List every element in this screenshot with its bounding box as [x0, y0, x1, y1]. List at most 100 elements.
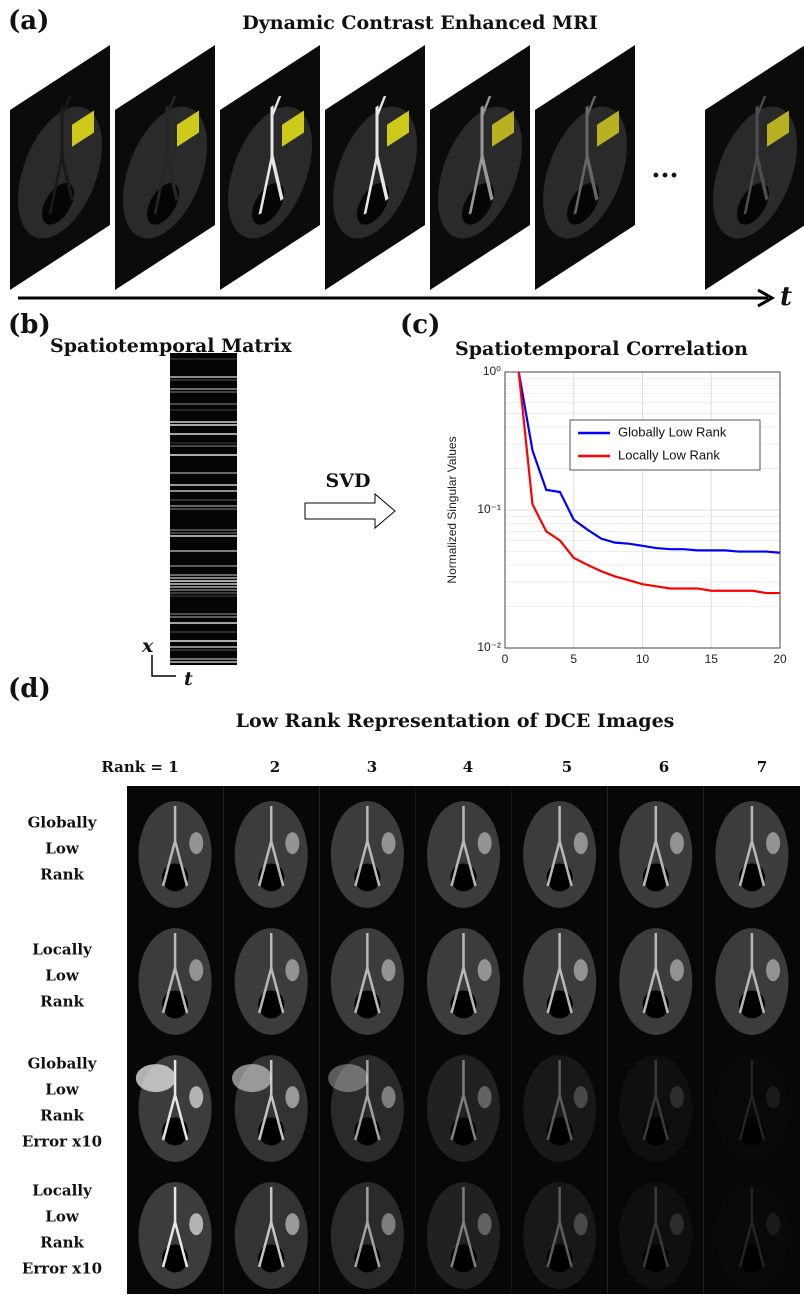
tile-organ — [450, 863, 477, 892]
tile-kidney — [381, 1213, 396, 1236]
tile-body — [426, 801, 501, 908]
tile-kidney — [669, 832, 684, 855]
matrix-row — [170, 391, 237, 393]
tile-body — [715, 1055, 789, 1162]
matrix-row — [170, 433, 237, 435]
matrix-row — [170, 490, 237, 492]
tile-organ — [258, 1244, 285, 1273]
vessel — [468, 95, 494, 215]
panel-title: Spatiotemporal Correlation — [455, 338, 748, 360]
y-tick-label: 10⁻¹ — [477, 502, 501, 516]
matrix-row — [170, 379, 237, 381]
t-axis-label: t — [184, 668, 193, 690]
panel-label: (d) — [8, 674, 51, 704]
tile-vessel — [642, 1060, 669, 1141]
tile-organ — [354, 990, 381, 1019]
matrix-row — [170, 358, 237, 360]
svd-label: SVD — [326, 470, 371, 492]
tile-kidney — [189, 1213, 204, 1236]
matrix-row — [170, 421, 237, 423]
vessel — [573, 95, 599, 215]
tile-kidney — [477, 1213, 492, 1236]
time-arrow-head — [757, 288, 776, 308]
tile-vessel — [354, 806, 381, 887]
roi — [767, 110, 789, 147]
mri-tile — [703, 786, 800, 913]
mri-tile — [607, 913, 704, 1040]
tile-organ — [162, 990, 189, 1019]
tile-organ — [258, 1117, 285, 1146]
tile-kidney — [766, 1213, 781, 1236]
x-axis-label: x — [141, 635, 154, 657]
panel-title: Spatiotemporal Matrix — [50, 335, 292, 357]
tile-body — [138, 928, 212, 1035]
matrix-row — [170, 532, 237, 534]
tile-kidney — [189, 959, 204, 982]
tile-kidney — [669, 959, 684, 982]
rank-label: 2 — [270, 758, 280, 776]
mri-tile — [703, 1040, 800, 1167]
mri-tile — [223, 913, 320, 1040]
organ — [357, 183, 389, 225]
mri-frame — [220, 45, 320, 290]
matrix-row — [170, 613, 237, 615]
axes-icon — [151, 655, 176, 677]
mri-tile — [415, 786, 512, 913]
tile-vessel — [546, 1060, 573, 1141]
tile-kidney — [285, 832, 300, 855]
matrix-row — [170, 574, 237, 576]
roi — [387, 110, 409, 147]
organ — [42, 183, 74, 225]
mri-tile — [511, 786, 608, 913]
vessel — [743, 95, 769, 215]
matrix-row — [170, 565, 237, 567]
roi — [177, 110, 199, 147]
matrix-row — [170, 484, 237, 486]
tile-body — [619, 928, 693, 1035]
mri-frame — [705, 45, 804, 290]
panel-title: Low Rank Representation of DCE Images — [236, 710, 675, 732]
tile-kidney — [766, 1086, 781, 1109]
tile-vessel — [258, 1187, 285, 1268]
tile-vessel — [161, 806, 189, 887]
tile-vessel — [642, 1187, 669, 1268]
tile-organ — [546, 863, 573, 892]
tile-organ — [450, 1244, 477, 1273]
tile-vessel — [258, 1060, 285, 1141]
tile-kidney — [766, 959, 781, 982]
mri-tile — [703, 1167, 800, 1294]
tile-body — [330, 801, 404, 908]
tile-kidney — [573, 1086, 588, 1109]
tile-organ — [354, 1244, 381, 1273]
rank-label: 5 — [562, 758, 572, 776]
tile-body — [330, 1182, 404, 1289]
row-label: Globally — [28, 814, 98, 832]
rank-label: 7 — [757, 758, 767, 776]
tile-vessel — [354, 1060, 381, 1141]
row-label: Rank — [40, 1107, 84, 1125]
vessel — [153, 95, 179, 215]
tile-vessel — [161, 933, 189, 1014]
mri-tile — [415, 1167, 512, 1294]
matrix-row — [170, 586, 237, 588]
tile-kidney — [669, 1086, 684, 1109]
y-axis-label: Normalized Singular Values — [445, 436, 459, 583]
tile-vessel — [738, 806, 766, 887]
tile-vessel — [450, 806, 477, 887]
tile-kidney — [477, 959, 492, 982]
tile-body — [330, 928, 404, 1035]
row-label: Error x10 — [22, 1133, 102, 1151]
tile-organ — [354, 1117, 381, 1146]
tile-organ — [738, 1244, 765, 1273]
matrix-row — [170, 640, 237, 642]
x-tick-label: 15 — [705, 652, 719, 666]
panel-label: (b) — [8, 310, 51, 340]
row-label: Locally — [32, 1182, 93, 1200]
rank-label: 3 — [367, 758, 377, 776]
row-label: Globally — [28, 1055, 98, 1073]
tile-vessel — [450, 933, 477, 1014]
svd-arrow — [304, 492, 396, 530]
tile-body — [138, 801, 212, 908]
tile-organ — [258, 863, 285, 892]
